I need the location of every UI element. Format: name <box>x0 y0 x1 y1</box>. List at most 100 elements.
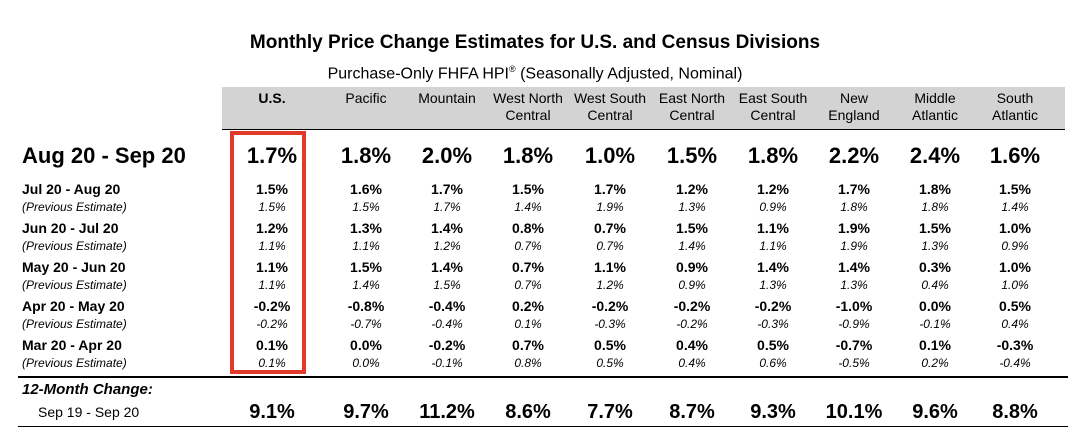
month-value-cell: 1.5% <box>512 181 544 197</box>
month-value-cell: -0.8% <box>347 298 385 314</box>
previous-estimate-label: (Previous Estimate) <box>22 278 127 292</box>
month-value-cell: 1.0% <box>999 220 1031 236</box>
previous-value-cell: 1.4% <box>1001 200 1029 214</box>
previous-value-cell: 1.0% <box>1001 278 1029 292</box>
month-value-cell: 0.2% <box>512 298 544 314</box>
column-header: Middle Atlantic <box>894 90 976 124</box>
month-value-cell: 0.7% <box>594 220 626 236</box>
column-header-line1: Mountain <box>418 90 476 106</box>
month-value-cell: 1.5% <box>350 259 382 275</box>
previous-value-cell: -0.4% <box>999 356 1031 370</box>
month-value-cell: 0.9% <box>676 259 708 275</box>
header-band <box>222 87 1065 129</box>
month-value-cell: 1.0% <box>999 259 1031 275</box>
previous-value-cell: -0.1% <box>431 356 463 370</box>
month-value-cell: -1.0% <box>835 298 873 314</box>
previous-value-cell: 0.4% <box>1001 317 1029 331</box>
column-header-line2: Central <box>505 107 551 123</box>
month-value-cell: 1.4% <box>431 220 463 236</box>
month-value-cell: 0.0% <box>350 337 382 353</box>
column-header: South Atlantic <box>974 90 1056 124</box>
month-value-cell: 1.8% <box>919 181 951 197</box>
month-value-cell: 0.0% <box>919 298 951 314</box>
previous-estimate-label: (Previous Estimate) <box>22 356 127 370</box>
previous-value-cell: 0.2% <box>921 356 949 370</box>
previous-value-cell: -0.1% <box>919 317 951 331</box>
column-header-line1: New <box>839 90 868 106</box>
column-header-line1: East South <box>738 90 808 106</box>
month-value-cell: 1.4% <box>431 259 463 275</box>
previous-value-cell: 1.5% <box>433 278 461 292</box>
month-value-cell: 0.1% <box>256 337 288 353</box>
previous-value-cell: 0.7% <box>514 278 542 292</box>
current-value-cell: 1.6% <box>989 143 1041 168</box>
registered-mark: ® <box>508 64 516 74</box>
previous-value-cell: -0.4% <box>431 317 463 331</box>
previous-value-cell: -0.9% <box>838 317 870 331</box>
current-value-cell: 1.0% <box>584 143 636 168</box>
twelve-month-value-cell: 7.7% <box>587 401 633 423</box>
twelve-month-value-cell: 11.2% <box>419 401 475 423</box>
previous-value-cell: 1.1% <box>759 239 787 253</box>
month-value-cell: 1.7% <box>838 181 870 197</box>
previous-value-cell: 1.3% <box>840 278 868 292</box>
previous-value-cell: 1.1% <box>352 239 380 253</box>
month-value-cell: -0.2% <box>673 298 711 314</box>
us-highlight-box <box>230 131 306 374</box>
previous-value-cell: 1.9% <box>840 239 868 253</box>
previous-value-cell: 1.8% <box>840 200 868 214</box>
previous-estimate-label: (Previous Estimate) <box>22 200 127 214</box>
previous-estimate-label: (Previous Estimate) <box>22 317 127 331</box>
previous-value-cell: -0.3% <box>594 317 626 331</box>
current-value-cell: 1.8% <box>502 143 554 168</box>
month-value-cell: 0.5% <box>594 337 626 353</box>
month-value-cell: 1.1% <box>594 259 626 275</box>
current-value-cell: 1.7% <box>246 143 298 168</box>
column-header: East South Central <box>732 90 814 124</box>
previous-value-cell: 0.7% <box>514 239 542 253</box>
table-subtitle: Purchase-Only FHFA HPI® (Seasonally Adju… <box>230 64 840 83</box>
month-value-cell: 1.7% <box>594 181 626 197</box>
month-value-cell: 1.1% <box>256 259 288 275</box>
month-value-cell: 0.8% <box>512 220 544 236</box>
previous-value-cell: -0.7% <box>350 317 382 331</box>
twelve-month-value-cell: 8.8% <box>992 401 1038 423</box>
column-header-line1: U.S. <box>258 90 286 106</box>
current-value-cell: 2.4% <box>909 143 961 168</box>
twelve-month-period: Sep 19 - Sep 20 <box>38 404 140 420</box>
twelve-month-value-cell: 9.7% <box>343 401 389 423</box>
month-value-cell: -0.2% <box>428 337 466 353</box>
previous-value-cell: 0.0% <box>352 356 380 370</box>
previous-value-cell: 1.3% <box>678 200 706 214</box>
column-header-line2: Atlantic <box>912 107 958 123</box>
previous-value-cell: -0.3% <box>757 317 789 331</box>
table-title: Monthly Price Change Estimates for U.S. … <box>249 32 821 53</box>
twelve-month-value-cell: 9.6% <box>912 401 958 423</box>
month-value-cell: 1.3% <box>350 220 382 236</box>
column-header-line2: Atlantic <box>992 107 1038 123</box>
column-header-line2: Central <box>587 107 633 123</box>
subtitle-rest: (Seasonally Adjusted, Nominal) <box>515 65 743 83</box>
month-period-label: Mar 20 - Apr 20 <box>22 337 122 353</box>
table-bottom-rule <box>18 426 1068 427</box>
twelve-month-value-cell: 9.3% <box>750 401 796 423</box>
month-period-label: Apr 20 - May 20 <box>22 298 125 314</box>
twelve-month-value-cell: 8.6% <box>505 401 551 423</box>
previous-value-cell: 1.4% <box>352 278 380 292</box>
column-header-line1: West South <box>573 90 647 106</box>
current-value-cell: 1.8% <box>340 143 392 168</box>
previous-value-cell: 1.5% <box>352 200 380 214</box>
column-header-line1: Middle <box>914 90 956 106</box>
previous-value-cell: 0.1% <box>514 317 542 331</box>
month-value-cell: 0.4% <box>676 337 708 353</box>
month-value-cell: 1.4% <box>757 259 789 275</box>
month-value-cell: 0.5% <box>757 337 789 353</box>
column-header-line2: Central <box>669 107 715 123</box>
month-value-cell: -0.2% <box>754 298 792 314</box>
column-header: West North Central <box>487 90 569 124</box>
column-header: West South Central <box>569 90 651 124</box>
month-value-cell: 1.2% <box>256 220 288 236</box>
month-value-cell: -0.7% <box>835 337 873 353</box>
column-header: Pacific <box>325 90 407 107</box>
month-value-cell: -0.2% <box>253 298 291 314</box>
